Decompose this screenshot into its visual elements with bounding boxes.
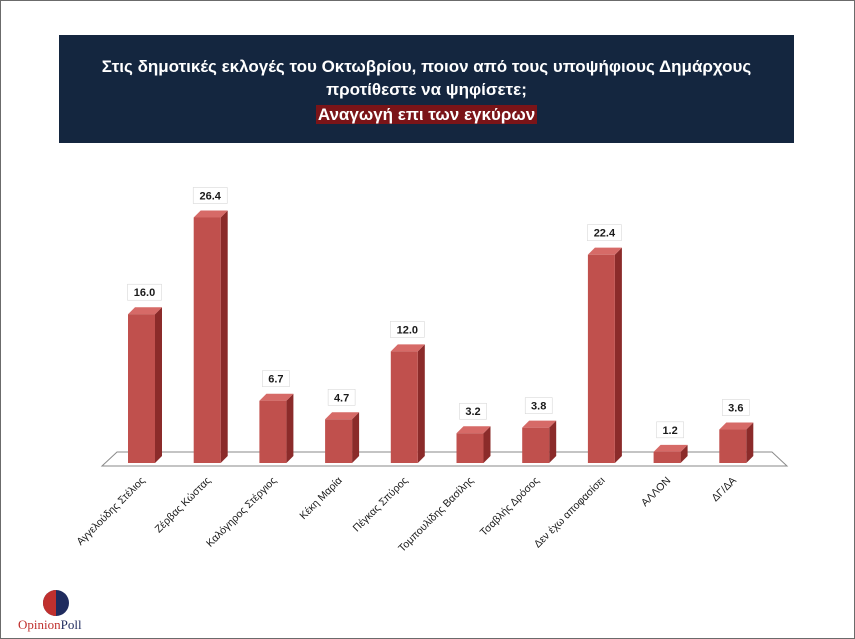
- category-label: Πέγκας Σπύρος: [351, 475, 411, 535]
- bar-top: [522, 420, 557, 428]
- data-label: 3.8: [531, 401, 546, 413]
- data-label: 6.7: [268, 374, 283, 386]
- bar-top: [719, 422, 754, 430]
- data-label: 4.7: [334, 392, 349, 404]
- bar-side: [155, 307, 162, 463]
- bar-side: [286, 393, 294, 463]
- data-label-box: [656, 421, 684, 439]
- data-label-box: [722, 399, 750, 416]
- bar-top: [128, 307, 162, 315]
- category-label: Αγγελούδης Στέλιος: [74, 475, 147, 548]
- category-label: Καλόγηρος Στέργιος: [204, 475, 279, 550]
- bar-top: [259, 393, 294, 401]
- bar-side: [220, 210, 228, 463]
- bar-side: [483, 426, 491, 463]
- data-label-box: [459, 402, 487, 420]
- bar: [193, 217, 221, 463]
- bar-top: [456, 426, 491, 434]
- title-line-1: Στις δημοτικές εκλογές του Οκτωβρίου, πο…: [101, 57, 752, 76]
- logo-circle-icon: [43, 590, 69, 616]
- logo-text: OpinionPoll: [18, 617, 82, 633]
- bar-top: [193, 210, 228, 218]
- opinionpoll-logo: OpinionPoll: [18, 590, 108, 635]
- data-label: 12.0: [397, 324, 418, 336]
- title-box: Στις δημοτικές εκλογές του Οκτωβρίου, πο…: [59, 35, 794, 143]
- category-label: Ζέρβας Κώστας: [153, 475, 214, 536]
- bar: [259, 400, 287, 463]
- bar-side: [549, 420, 557, 463]
- title-line-2: προτίθεστε να ψηφίσετε;: [326, 80, 527, 99]
- data-label: 16.0: [134, 287, 155, 299]
- bar-side: [746, 422, 754, 463]
- category-label: Κέκη Μαρία: [297, 475, 344, 522]
- bar: [522, 427, 550, 463]
- category-label: ΔΓ/ΔΑ: [709, 475, 739, 505]
- data-label: 3.2: [465, 406, 480, 418]
- bar-top: [390, 344, 425, 352]
- data-label-box: [127, 283, 162, 301]
- bar: [456, 433, 484, 463]
- category-label: Δεν έχω αποφασίσει: [532, 474, 608, 550]
- category-label: Τσαβλής Δρόσος: [478, 475, 542, 539]
- bar: [128, 314, 155, 463]
- bar-side: [680, 444, 688, 463]
- category-label: Τομπουλίδης Βασίλης: [396, 475, 476, 555]
- data-label-box: [192, 187, 228, 204]
- category-label: ΑΛΛΟΝ: [639, 475, 673, 509]
- bar-top: [587, 247, 622, 255]
- data-label: 1.2: [662, 425, 677, 437]
- data-label: 22.4: [594, 228, 616, 240]
- data-label-box: [524, 397, 553, 414]
- bar-side: [352, 412, 360, 463]
- data-label-box: [390, 321, 425, 338]
- logo-text-part2: Poll: [60, 617, 82, 632]
- data-label-box: [327, 389, 356, 406]
- bar: [325, 419, 353, 463]
- bar-top: [653, 444, 688, 452]
- bar-top: [325, 412, 360, 420]
- data-label-box: [262, 370, 290, 387]
- data-label: 3.6: [728, 403, 743, 415]
- bar: [390, 351, 418, 463]
- data-label: 26.4: [199, 190, 221, 202]
- bar: [719, 429, 747, 463]
- logo-text-part1: Opinion: [18, 617, 61, 632]
- subtitle: Αναγωγή επι των εγκύρων: [315, 105, 538, 124]
- bar: [587, 254, 615, 463]
- bar: [653, 451, 681, 463]
- data-label-box: [587, 224, 622, 241]
- bar-side: [614, 247, 622, 463]
- bar-side: [417, 344, 425, 463]
